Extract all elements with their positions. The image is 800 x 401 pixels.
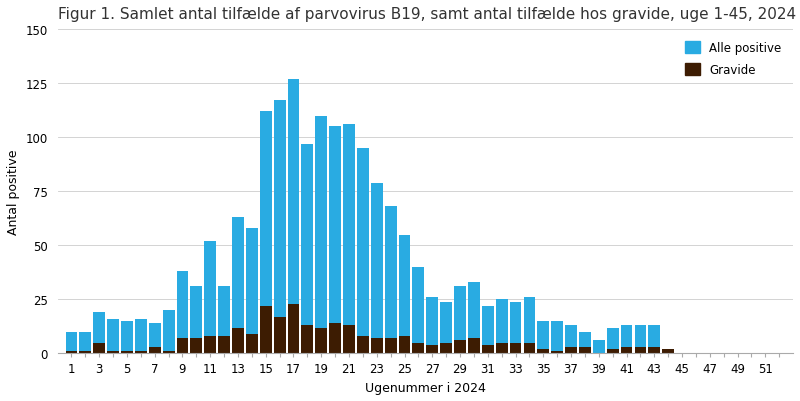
Bar bbox=[302, 326, 314, 354]
Bar bbox=[606, 328, 618, 349]
Bar bbox=[94, 343, 105, 354]
Bar bbox=[121, 351, 133, 354]
Bar bbox=[648, 347, 660, 354]
Bar bbox=[218, 336, 230, 354]
Bar bbox=[177, 338, 188, 354]
Bar bbox=[662, 349, 674, 354]
Bar bbox=[551, 351, 563, 354]
Bar bbox=[357, 149, 369, 336]
Bar bbox=[204, 336, 216, 354]
Bar bbox=[606, 349, 618, 354]
Bar bbox=[413, 267, 424, 343]
Bar bbox=[232, 328, 244, 354]
Bar bbox=[274, 101, 286, 317]
Bar bbox=[426, 345, 438, 354]
Legend: Alle positive, Gravide: Alle positive, Gravide bbox=[679, 36, 787, 83]
Bar bbox=[482, 345, 494, 354]
Bar bbox=[343, 125, 355, 326]
Bar bbox=[523, 343, 535, 354]
Bar bbox=[593, 340, 605, 354]
Y-axis label: Antal positive: Antal positive bbox=[7, 149, 20, 235]
Bar bbox=[121, 321, 133, 351]
Bar bbox=[468, 282, 480, 338]
Bar bbox=[385, 338, 397, 354]
Bar bbox=[468, 338, 480, 354]
Bar bbox=[302, 144, 314, 326]
Bar bbox=[454, 340, 466, 354]
Bar bbox=[246, 334, 258, 354]
Bar bbox=[371, 183, 382, 338]
Bar bbox=[232, 218, 244, 328]
Text: Figur 1. Samlet antal tilfælde af parvovirus B19, samt antal tilfælde hos gravid: Figur 1. Samlet antal tilfælde af parvov… bbox=[58, 7, 796, 22]
Bar bbox=[66, 332, 78, 351]
Bar bbox=[149, 323, 161, 347]
Bar bbox=[634, 347, 646, 354]
Bar bbox=[621, 326, 633, 347]
Bar bbox=[413, 343, 424, 354]
Bar bbox=[288, 80, 299, 304]
Bar bbox=[246, 229, 258, 334]
Bar bbox=[648, 326, 660, 347]
Bar bbox=[496, 300, 507, 343]
Bar bbox=[371, 338, 382, 354]
Bar bbox=[538, 349, 549, 354]
Bar bbox=[454, 287, 466, 340]
Bar bbox=[357, 336, 369, 354]
Bar bbox=[190, 338, 202, 354]
Bar bbox=[162, 310, 174, 351]
Bar bbox=[523, 298, 535, 343]
Bar bbox=[94, 313, 105, 343]
Bar bbox=[149, 347, 161, 354]
Bar bbox=[440, 302, 452, 343]
Bar bbox=[343, 326, 355, 354]
Bar bbox=[162, 351, 174, 354]
Bar bbox=[440, 343, 452, 354]
Bar bbox=[510, 302, 522, 343]
Bar bbox=[260, 112, 272, 306]
Bar bbox=[621, 347, 633, 354]
Bar bbox=[579, 347, 591, 354]
X-axis label: Ugenummer i 2024: Ugenummer i 2024 bbox=[365, 381, 486, 394]
Bar bbox=[565, 347, 577, 354]
Bar bbox=[177, 271, 188, 338]
Bar bbox=[79, 332, 91, 351]
Bar bbox=[288, 304, 299, 354]
Bar bbox=[510, 343, 522, 354]
Bar bbox=[538, 321, 549, 349]
Bar bbox=[551, 321, 563, 351]
Bar bbox=[579, 332, 591, 347]
Bar bbox=[315, 116, 327, 328]
Bar bbox=[482, 306, 494, 345]
Bar bbox=[66, 351, 78, 354]
Bar bbox=[79, 351, 91, 354]
Bar bbox=[190, 287, 202, 338]
Bar bbox=[634, 326, 646, 347]
Bar bbox=[135, 351, 146, 354]
Bar bbox=[398, 235, 410, 336]
Bar bbox=[107, 351, 119, 354]
Bar bbox=[315, 328, 327, 354]
Bar bbox=[330, 127, 341, 323]
Bar bbox=[107, 319, 119, 351]
Bar bbox=[204, 241, 216, 336]
Bar bbox=[330, 323, 341, 354]
Bar bbox=[218, 287, 230, 336]
Bar bbox=[426, 298, 438, 345]
Bar bbox=[496, 343, 507, 354]
Bar bbox=[260, 306, 272, 354]
Bar bbox=[135, 319, 146, 351]
Bar bbox=[565, 326, 577, 347]
Bar bbox=[274, 317, 286, 354]
Bar bbox=[385, 207, 397, 338]
Bar bbox=[398, 336, 410, 354]
